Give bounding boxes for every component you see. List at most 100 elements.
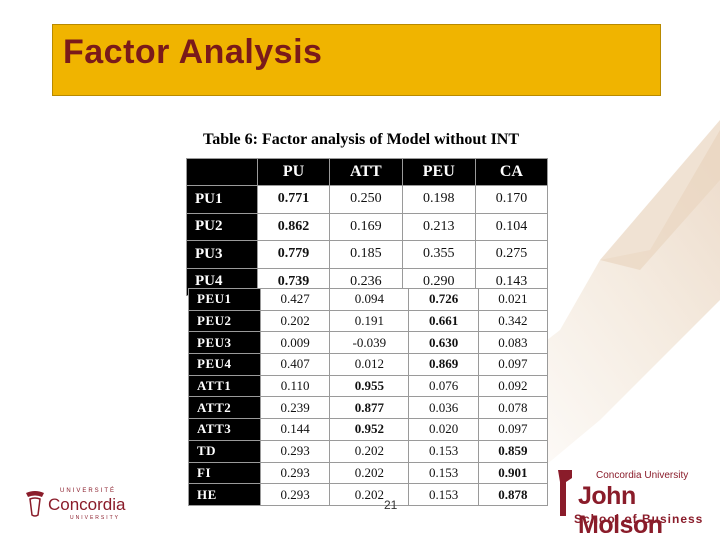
table-row: FI 0.293 0.202 0.153 0.901 bbox=[188, 461, 549, 485]
slide-title: Factor Analysis bbox=[63, 33, 323, 71]
table-row: ATT2 0.239 0.877 0.036 0.078 bbox=[188, 396, 549, 420]
loading-cell: 0.407 bbox=[259, 353, 331, 376]
table-row: PEU4 0.407 0.012 0.869 0.097 bbox=[188, 353, 549, 376]
table-caption: Table 6: Factor analysis of Model withou… bbox=[203, 131, 520, 148]
loading-cell: 0.153 bbox=[408, 461, 479, 485]
table-row: PU3 0.779 0.185 0.355 0.275 bbox=[186, 240, 549, 269]
loading-cell: 0.877 bbox=[329, 396, 410, 420]
loading-cell: 0.239 bbox=[259, 396, 331, 420]
logo-left-name: Concordia bbox=[48, 495, 126, 514]
loading-cell: 0.169 bbox=[329, 212, 403, 241]
row-label: TD bbox=[188, 439, 261, 463]
loading-cell: 0.779 bbox=[256, 240, 331, 269]
row-label: PEU2 bbox=[188, 309, 261, 333]
loading-cell: 0.198 bbox=[401, 185, 476, 214]
loading-cell: 0.094 bbox=[329, 288, 410, 311]
concordia-logo: UNIVERSITÉ Concordia UNIVERSITY bbox=[22, 485, 142, 525]
loading-cell: 0.012 bbox=[329, 353, 410, 376]
loading-cell: 0.202 bbox=[259, 309, 331, 333]
column-header: CA bbox=[474, 158, 549, 186]
table-row: ATT3 0.144 0.952 0.020 0.097 bbox=[188, 418, 549, 441]
loading-cell: 0.250 bbox=[329, 185, 403, 214]
loading-cell: 0.293 bbox=[259, 483, 331, 506]
loading-cell: 0.771 bbox=[256, 185, 331, 214]
row-label: PU2 bbox=[186, 212, 258, 241]
loading-cell: 0.293 bbox=[259, 461, 331, 485]
loading-cell: 0.275 bbox=[474, 240, 549, 269]
loading-cell: 0.170 bbox=[474, 185, 549, 214]
loading-cell: 0.153 bbox=[408, 483, 479, 506]
loading-cell: 0.202 bbox=[329, 461, 410, 485]
row-label: PEU3 bbox=[188, 331, 261, 355]
loading-cell: 0.097 bbox=[477, 353, 549, 376]
john-molson-emblem-icon bbox=[558, 470, 572, 516]
loading-cell: 0.153 bbox=[408, 439, 479, 463]
loading-cell: 0.036 bbox=[408, 396, 479, 420]
loading-cell: 0.110 bbox=[259, 374, 331, 398]
loading-cell: 0.076 bbox=[408, 374, 479, 398]
loading-cell: 0.901 bbox=[477, 461, 549, 485]
loading-cell: 0.952 bbox=[329, 418, 410, 441]
row-label: PEU1 bbox=[188, 288, 261, 311]
table-row: PEU3 0.009 -0.039 0.630 0.083 bbox=[188, 331, 549, 355]
table-header-row: PU ATT PEU CA bbox=[186, 158, 549, 186]
loading-cell: 0.427 bbox=[259, 288, 331, 311]
loading-cell: 0.293 bbox=[259, 439, 331, 463]
loading-cell: 0.202 bbox=[329, 439, 410, 463]
title-bar: Factor Analysis bbox=[52, 24, 661, 96]
table-row: ATT1 0.110 0.955 0.076 0.092 bbox=[188, 374, 549, 398]
row-label: ATT2 bbox=[188, 396, 261, 420]
loading-cell: -0.039 bbox=[329, 331, 410, 355]
loading-cell: 0.862 bbox=[256, 212, 331, 241]
factor-table-top: PU ATT PEU CA PU1 0.771 0.250 0.198 0.170 PU2… bbox=[186, 158, 549, 296]
table-row: PEU2 0.202 0.191 0.661 0.342 bbox=[188, 309, 549, 333]
loading-cell: 0.869 bbox=[408, 353, 479, 376]
loading-cell: 0.097 bbox=[477, 418, 549, 441]
loading-cell: 0.078 bbox=[477, 396, 549, 420]
loading-cell: 0.020 bbox=[408, 418, 479, 441]
column-header: PEU bbox=[401, 158, 476, 186]
row-label: FI bbox=[188, 461, 261, 485]
loading-cell: 0.092 bbox=[477, 374, 549, 398]
column-header: PU bbox=[256, 158, 331, 186]
loading-cell: 0.355 bbox=[401, 240, 476, 269]
table-corner-cell bbox=[186, 158, 258, 186]
row-label: HE bbox=[188, 483, 261, 506]
loading-cell: 0.202 bbox=[329, 483, 410, 506]
loading-cell: 0.083 bbox=[477, 331, 549, 355]
logo-right-bottom-text: School of Business bbox=[574, 512, 704, 526]
table-row: HE 0.293 0.202 0.153 0.878 bbox=[188, 483, 549, 506]
table-row: PU2 0.862 0.169 0.213 0.104 bbox=[186, 212, 549, 241]
row-label: ATT3 bbox=[188, 418, 261, 441]
loading-cell: 0.191 bbox=[329, 309, 410, 333]
loading-cell: 0.009 bbox=[259, 331, 331, 355]
row-label: PEU4 bbox=[188, 353, 261, 376]
loading-cell: 0.955 bbox=[329, 374, 410, 398]
loading-cell: 0.859 bbox=[477, 439, 549, 463]
logo-left-top-text: UNIVERSITÉ bbox=[60, 488, 117, 494]
loading-cell: 0.213 bbox=[401, 212, 476, 241]
logo-left-bottom-text: UNIVERSITY bbox=[70, 515, 121, 521]
loading-cell: 0.144 bbox=[259, 418, 331, 441]
factor-table-bottom: PEU1 0.427 0.094 0.726 0.021 PEU2 0.202 0.191 0.… bbox=[188, 288, 549, 506]
loading-cell: 0.021 bbox=[477, 288, 549, 311]
row-label: ATT1 bbox=[188, 374, 261, 398]
loading-cell: 0.661 bbox=[408, 309, 479, 333]
row-label: PU3 bbox=[186, 240, 258, 269]
column-header: ATT bbox=[329, 158, 403, 186]
loading-cell: 0.104 bbox=[474, 212, 549, 241]
loading-cell: 0.878 bbox=[477, 483, 549, 506]
logo-right-top-text: Concordia University bbox=[596, 470, 689, 481]
table-row: PEU1 0.427 0.094 0.726 0.021 bbox=[188, 288, 549, 311]
row-label: PU1 bbox=[186, 185, 258, 214]
concordia-emblem-icon bbox=[26, 491, 44, 517]
table-row: TD 0.293 0.202 0.153 0.859 bbox=[188, 439, 549, 463]
table-row: PU1 0.771 0.250 0.198 0.170 bbox=[186, 185, 549, 214]
loading-cell: 0.342 bbox=[477, 309, 549, 333]
john-molson-logo: Concordia University John Molson School … bbox=[552, 466, 712, 539]
loading-cell: 0.630 bbox=[408, 331, 479, 355]
loading-cell: 0.185 bbox=[329, 240, 403, 269]
loading-cell: 0.726 bbox=[408, 288, 479, 311]
logo-right-name: John Molson bbox=[578, 482, 663, 539]
page-number: 21 bbox=[384, 498, 398, 512]
